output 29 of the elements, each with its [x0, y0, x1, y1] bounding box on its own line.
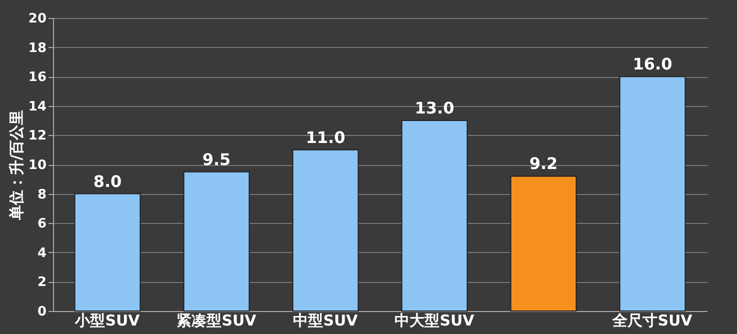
y-tick-label: 12 [28, 128, 46, 144]
y-axis-title: 单位：升/百公里 [7, 110, 26, 222]
x-tick-label: 中大型SUV [394, 312, 475, 330]
bar [401, 120, 468, 312]
y-tick-label: 6 [37, 216, 46, 232]
x-tick-label: 紧凑型SUV [176, 312, 257, 330]
y-tick-label: 0 [37, 304, 46, 320]
y-tick-label: 16 [28, 70, 46, 86]
bar [619, 76, 686, 312]
data-label: 13.0 [414, 98, 454, 118]
y-tick-label: 8 [37, 187, 46, 202]
y-tick-label: 2 [37, 275, 46, 290]
x-tick-label: 中型SUV [293, 312, 358, 330]
data-label: 9.2 [529, 154, 558, 174]
y-tick-label: 18 [28, 40, 46, 56]
data-label: 16.0 [632, 54, 672, 74]
y-tick-label: 10 [28, 158, 46, 173]
x-tick-label: 全尺寸SUV [612, 312, 693, 330]
bar [183, 171, 250, 312]
y-tick-label: 14 [28, 99, 46, 114]
y-tick-label: 20 [28, 12, 46, 26]
data-label: 8.0 [93, 172, 122, 191]
bar [74, 193, 141, 312]
bar [292, 149, 359, 312]
data-label: 11.0 [306, 128, 346, 147]
bar [510, 176, 577, 312]
data-label: 9.5 [202, 150, 231, 169]
x-tick-label: 小型SUV [74, 312, 140, 330]
y-tick-label: 4 [37, 246, 46, 261]
